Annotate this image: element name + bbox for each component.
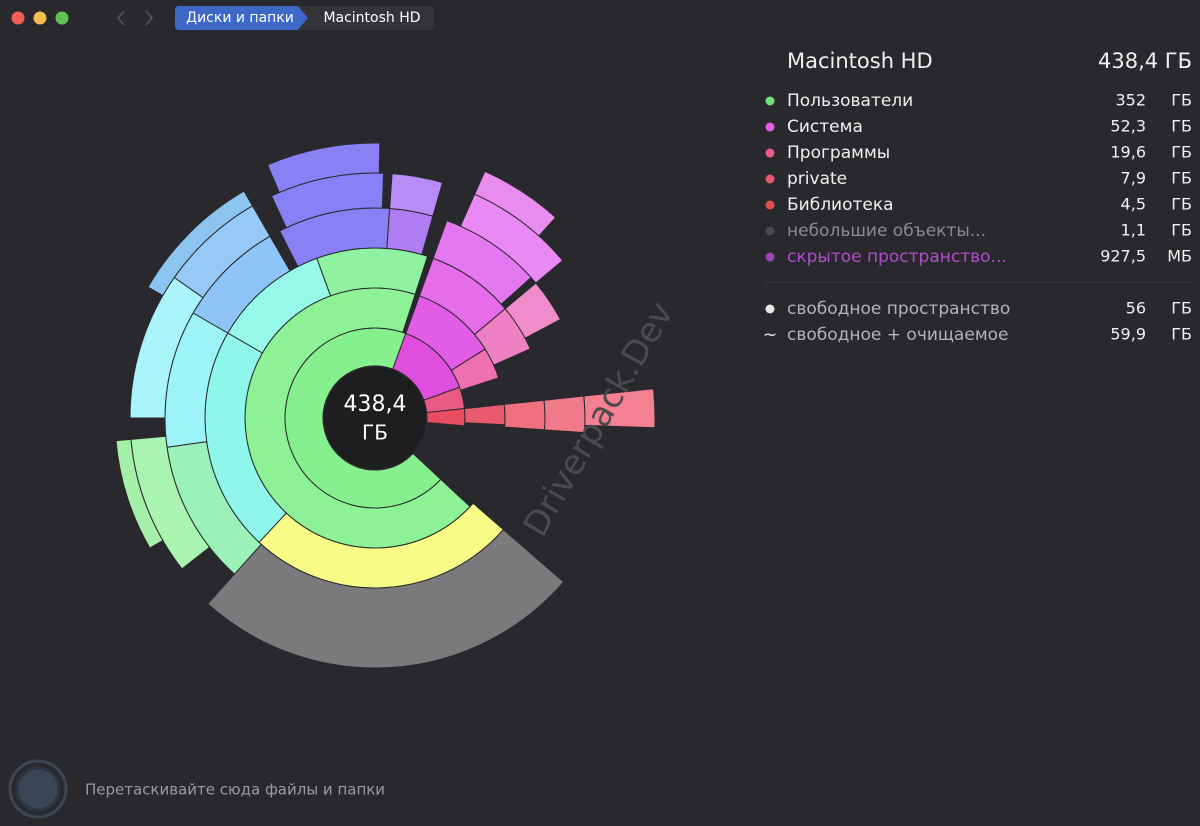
segment[interactable] <box>473 170 557 237</box>
panel-title: Macintosh HD <box>787 49 933 73</box>
breadcrumb-label[interactable]: Диски и папки <box>186 10 294 26</box>
legend-dot <box>765 122 775 132</box>
legend-dot <box>765 226 775 236</box>
legend-unit: ГБ <box>1171 169 1192 188</box>
close-button[interactable] <box>11 11 25 25</box>
legend-unit: ГБ <box>1171 299 1192 318</box>
back-button[interactable] <box>116 10 125 26</box>
legend-name: свободное пространство <box>787 299 1010 319</box>
legend-dot <box>765 148 775 158</box>
breadcrumb-current[interactable] <box>298 6 434 30</box>
legend-marker: ~ <box>763 325 777 345</box>
segment[interactable] <box>266 142 381 194</box>
legend-unit: ГБ <box>1171 117 1192 136</box>
legend-name: Программы <box>787 143 890 163</box>
zoom-button[interactable] <box>55 11 69 25</box>
center-unit: ГБ <box>362 421 388 445</box>
segment[interactable] <box>583 388 656 429</box>
breadcrumb-active[interactable] <box>175 6 308 30</box>
legend-unit: МБ <box>1167 247 1192 266</box>
legend-name: Библиотека <box>787 195 894 215</box>
legend-size: 352 <box>1115 91 1146 110</box>
legend-dot <box>765 96 775 106</box>
legend-dot <box>765 200 775 210</box>
center-hole[interactable] <box>324 367 426 469</box>
legend-size: 927,5 <box>1100 247 1146 266</box>
legend-size: 7,9 <box>1121 169 1146 188</box>
legend-size: 52,3 <box>1110 117 1146 136</box>
legend-dot <box>765 304 775 314</box>
segment[interactable] <box>147 190 254 297</box>
legend-size: 4,5 <box>1121 195 1146 214</box>
legend-name: Пользователи <box>787 91 913 111</box>
legend-name: небольшие объекты... <box>787 221 986 241</box>
forward-button[interactable] <box>145 10 154 26</box>
legend-unit: ГБ <box>1171 91 1192 110</box>
segment[interactable] <box>504 282 562 339</box>
legend-size: 19,6 <box>1110 143 1146 162</box>
legend-name: свободное + очищаемое <box>787 325 1009 345</box>
legend-unit: ГБ <box>1171 221 1192 240</box>
drop-target[interactable] <box>8 759 68 819</box>
legend-name: Система <box>787 117 863 137</box>
segment[interactable] <box>463 403 506 426</box>
legend-size: 1,1 <box>1121 221 1146 240</box>
segment[interactable] <box>207 528 565 669</box>
legend-dot <box>765 174 775 184</box>
legend-unit: ГБ <box>1171 195 1192 214</box>
segment[interactable] <box>115 438 164 549</box>
sunburst[interactable] <box>115 142 656 669</box>
legend-name: private <box>787 169 847 189</box>
center-value: 438,4 <box>344 392 407 417</box>
breadcrumb-label: Macintosh HD <box>323 10 420 26</box>
legend-dot <box>765 252 775 262</box>
legend-size: 59,9 <box>1110 325 1146 344</box>
segment[interactable] <box>389 173 444 217</box>
legend-unit: ГБ <box>1171 325 1192 344</box>
minimize-button[interactable] <box>33 11 47 25</box>
legend-list: Пользователи 352 ГБ Система 52,3 ГБ Программы 1… <box>763 91 1192 346</box>
legend-size: 56 <box>1126 299 1146 318</box>
panel-total: 438,4 ГБ <box>1098 49 1192 73</box>
drop-target-inner <box>15 766 61 812</box>
legend-name: скрытое пространство... <box>787 247 1007 267</box>
segment[interactable] <box>503 399 546 431</box>
legend-unit: ГБ <box>1171 143 1192 162</box>
footer-hint: Перетаскивайте сюда файлы и папки <box>85 781 385 799</box>
